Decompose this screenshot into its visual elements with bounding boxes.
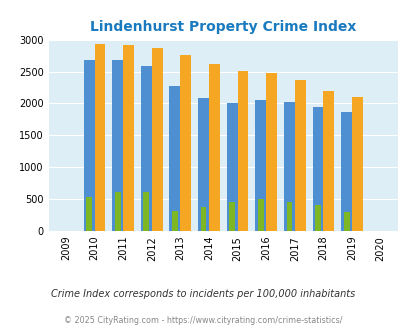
Bar xyxy=(229,202,234,231)
Bar xyxy=(94,44,105,231)
Bar xyxy=(112,60,123,231)
Bar xyxy=(343,212,349,231)
Text: Crime Index corresponds to incidents per 100,000 inhabitants: Crime Index corresponds to incidents per… xyxy=(51,289,354,299)
Text: © 2025 CityRating.com - https://www.cityrating.com/crime-statistics/: © 2025 CityRating.com - https://www.city… xyxy=(64,316,341,325)
Bar xyxy=(257,199,263,231)
Bar xyxy=(123,45,134,231)
Bar xyxy=(200,207,206,231)
Bar xyxy=(286,202,292,231)
Bar xyxy=(180,55,191,231)
Bar xyxy=(340,112,351,231)
Bar xyxy=(198,98,209,231)
Bar xyxy=(237,71,248,231)
Bar xyxy=(172,211,177,231)
Bar xyxy=(83,60,94,231)
Title: Lindenhurst Property Crime Index: Lindenhurst Property Crime Index xyxy=(90,20,356,34)
Bar xyxy=(351,97,362,231)
Bar xyxy=(209,64,220,231)
Bar xyxy=(312,107,323,231)
Bar xyxy=(141,66,151,231)
Bar xyxy=(294,81,305,231)
Bar xyxy=(226,103,237,231)
Bar xyxy=(323,91,334,231)
Bar xyxy=(266,73,277,231)
Bar xyxy=(283,102,294,231)
Bar xyxy=(86,197,92,231)
Bar xyxy=(255,100,266,231)
Bar xyxy=(151,48,162,231)
Bar xyxy=(143,192,149,231)
Bar xyxy=(169,85,180,231)
Bar xyxy=(115,192,120,231)
Bar xyxy=(314,205,320,231)
